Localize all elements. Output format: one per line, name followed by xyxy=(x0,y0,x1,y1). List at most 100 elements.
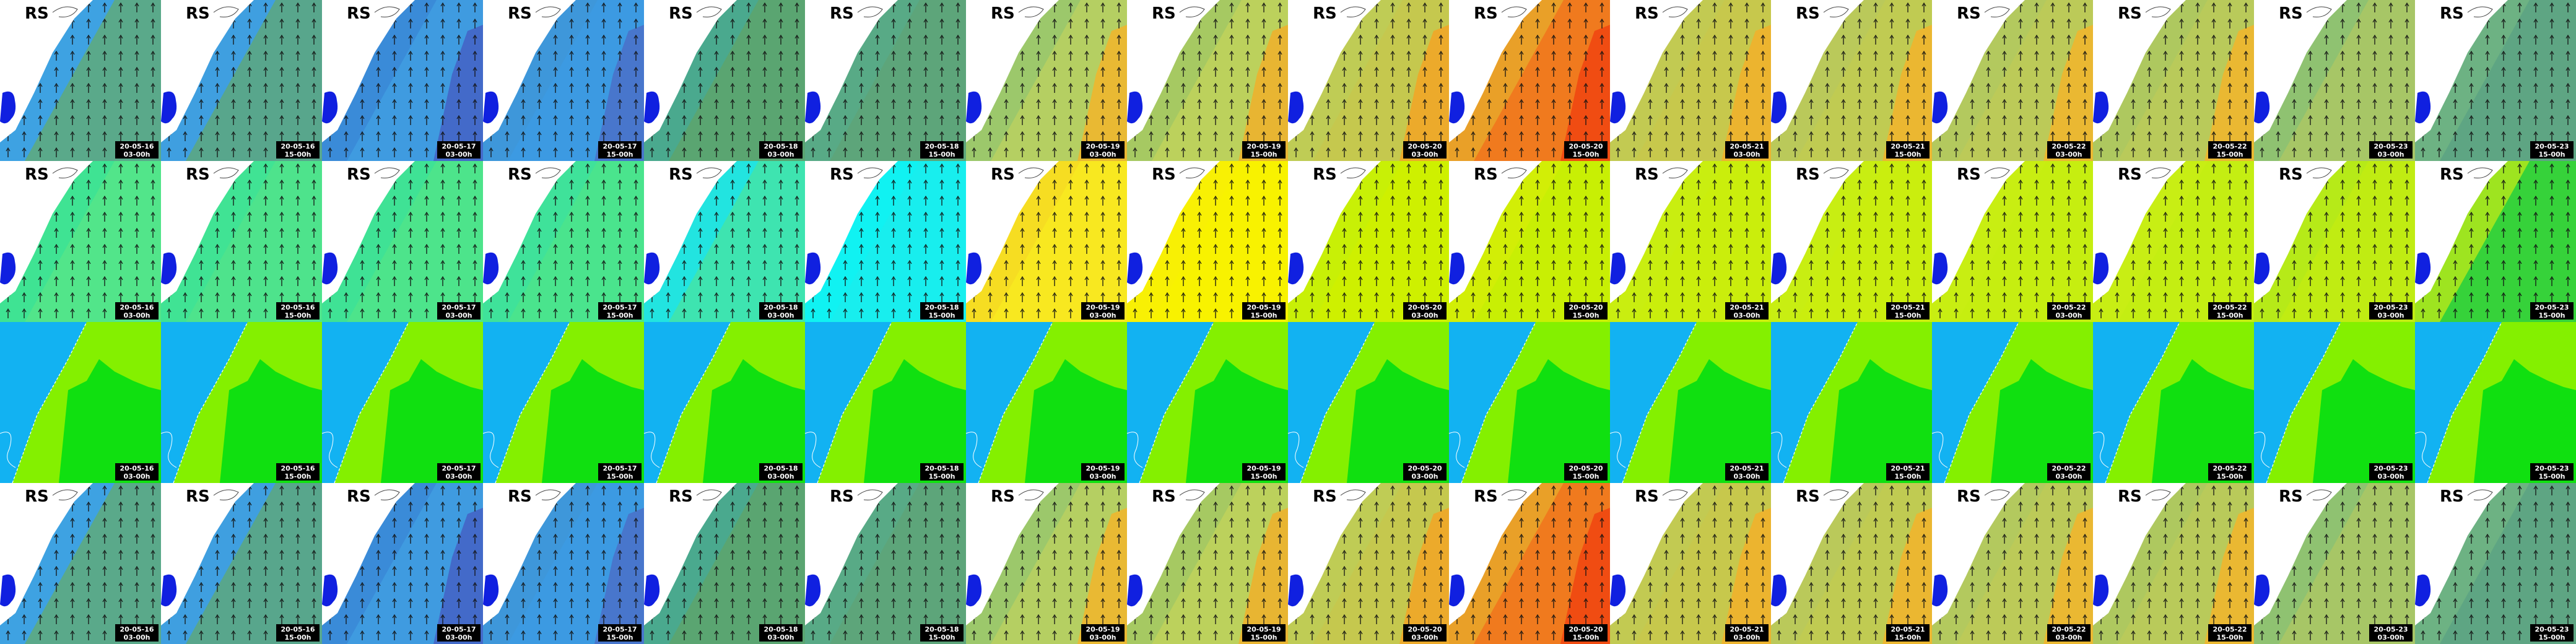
date-label: 20-05-21 xyxy=(1891,464,1925,472)
time-label-box xyxy=(598,624,642,642)
land xyxy=(0,161,93,303)
lake xyxy=(322,574,338,607)
time-label-box xyxy=(920,624,964,642)
time-label-box xyxy=(1081,463,1125,481)
land xyxy=(1288,483,1381,625)
high-terrain xyxy=(381,359,483,483)
time-label-box xyxy=(1403,302,1447,320)
coast-outline xyxy=(2467,6,2493,17)
land xyxy=(0,483,93,625)
time-label: 15-00h xyxy=(2216,150,2243,159)
time-label-box xyxy=(2530,624,2574,642)
coast-outline xyxy=(857,6,883,17)
high-terrain xyxy=(1508,359,1610,483)
land xyxy=(1127,0,1220,142)
time-label: 15-00h xyxy=(1250,150,1277,159)
coast-outline xyxy=(1340,167,1366,178)
time-label-box xyxy=(115,141,159,159)
lake xyxy=(966,91,982,124)
lake xyxy=(2093,574,2109,607)
date-label: 20-05-23 xyxy=(2374,303,2408,311)
coast-outline xyxy=(52,489,78,500)
time-label-box xyxy=(2047,141,2091,159)
coastline xyxy=(1139,321,1214,484)
time-label-box xyxy=(1886,624,1930,642)
time-label: 15-00h xyxy=(1894,311,1921,320)
time-label-box xyxy=(2369,302,2413,320)
time-label: 15-00h xyxy=(1250,472,1277,481)
lake xyxy=(2415,574,2431,607)
coastline xyxy=(1300,321,1375,484)
land xyxy=(966,483,1059,625)
region-label: RS xyxy=(186,165,210,184)
time-label-box xyxy=(1725,624,1769,642)
lake xyxy=(1932,574,1948,607)
lake xyxy=(483,252,499,285)
time-label: 03-00h xyxy=(767,633,794,642)
time-label-box xyxy=(598,141,642,159)
coast-outline xyxy=(1984,6,2010,17)
time-label: 15-00h xyxy=(1250,633,1277,642)
time-label-box xyxy=(1564,624,1608,642)
land xyxy=(161,161,254,303)
region-label: RS xyxy=(669,487,693,506)
coast-outline xyxy=(1662,489,1688,500)
time-label: 03-00h xyxy=(1089,633,1116,642)
date-label: 20-05-17 xyxy=(603,142,637,150)
time-label: 03-00h xyxy=(123,311,150,320)
region-label: RS xyxy=(830,4,854,23)
land xyxy=(1771,161,1864,303)
land xyxy=(2254,0,2347,142)
time-label-box xyxy=(1564,463,1608,481)
date-label: 20-05-20 xyxy=(1408,142,1442,150)
high-terrain xyxy=(2474,359,2576,483)
region-label: RS xyxy=(2118,487,2142,506)
time-label: 03-00h xyxy=(2055,311,2082,320)
date-label: 20-05-21 xyxy=(1730,303,1764,311)
region-label: RS xyxy=(1957,165,1981,184)
coast-outline xyxy=(1179,489,1205,500)
region-label: RS xyxy=(2279,487,2303,506)
time-label: 15-00h xyxy=(1894,633,1921,642)
lake xyxy=(2254,574,2270,607)
date-label: 20-05-21 xyxy=(1891,142,1925,150)
date-label: 20-05-22 xyxy=(2052,303,2086,311)
lake xyxy=(805,252,821,285)
land xyxy=(1449,161,1542,303)
time-label: 15-00h xyxy=(606,150,633,159)
high-terrain xyxy=(1991,359,2093,483)
date-label: 20-05-22 xyxy=(2213,142,2247,150)
time-label-box xyxy=(1081,624,1125,642)
time-label-box xyxy=(1081,302,1125,320)
time-label-box xyxy=(437,302,481,320)
time-label: 03-00h xyxy=(1089,311,1116,320)
land xyxy=(2093,0,2186,142)
date-label: 20-05-20 xyxy=(1569,142,1603,150)
date-label: 20-05-23 xyxy=(2535,303,2569,311)
land xyxy=(1610,0,1703,142)
time-label-box xyxy=(920,141,964,159)
date-label: 20-05-21 xyxy=(1891,625,1925,633)
land xyxy=(1610,161,1703,303)
lake xyxy=(322,91,338,124)
lake xyxy=(1771,91,1787,124)
date-label: 20-05-22 xyxy=(2052,625,2086,633)
lake xyxy=(483,574,499,607)
time-label-box xyxy=(1242,463,1286,481)
region-label: RS xyxy=(508,4,532,23)
lake xyxy=(1771,252,1787,285)
date-label: 20-05-19 xyxy=(1247,303,1281,311)
time-label-box xyxy=(759,463,803,481)
